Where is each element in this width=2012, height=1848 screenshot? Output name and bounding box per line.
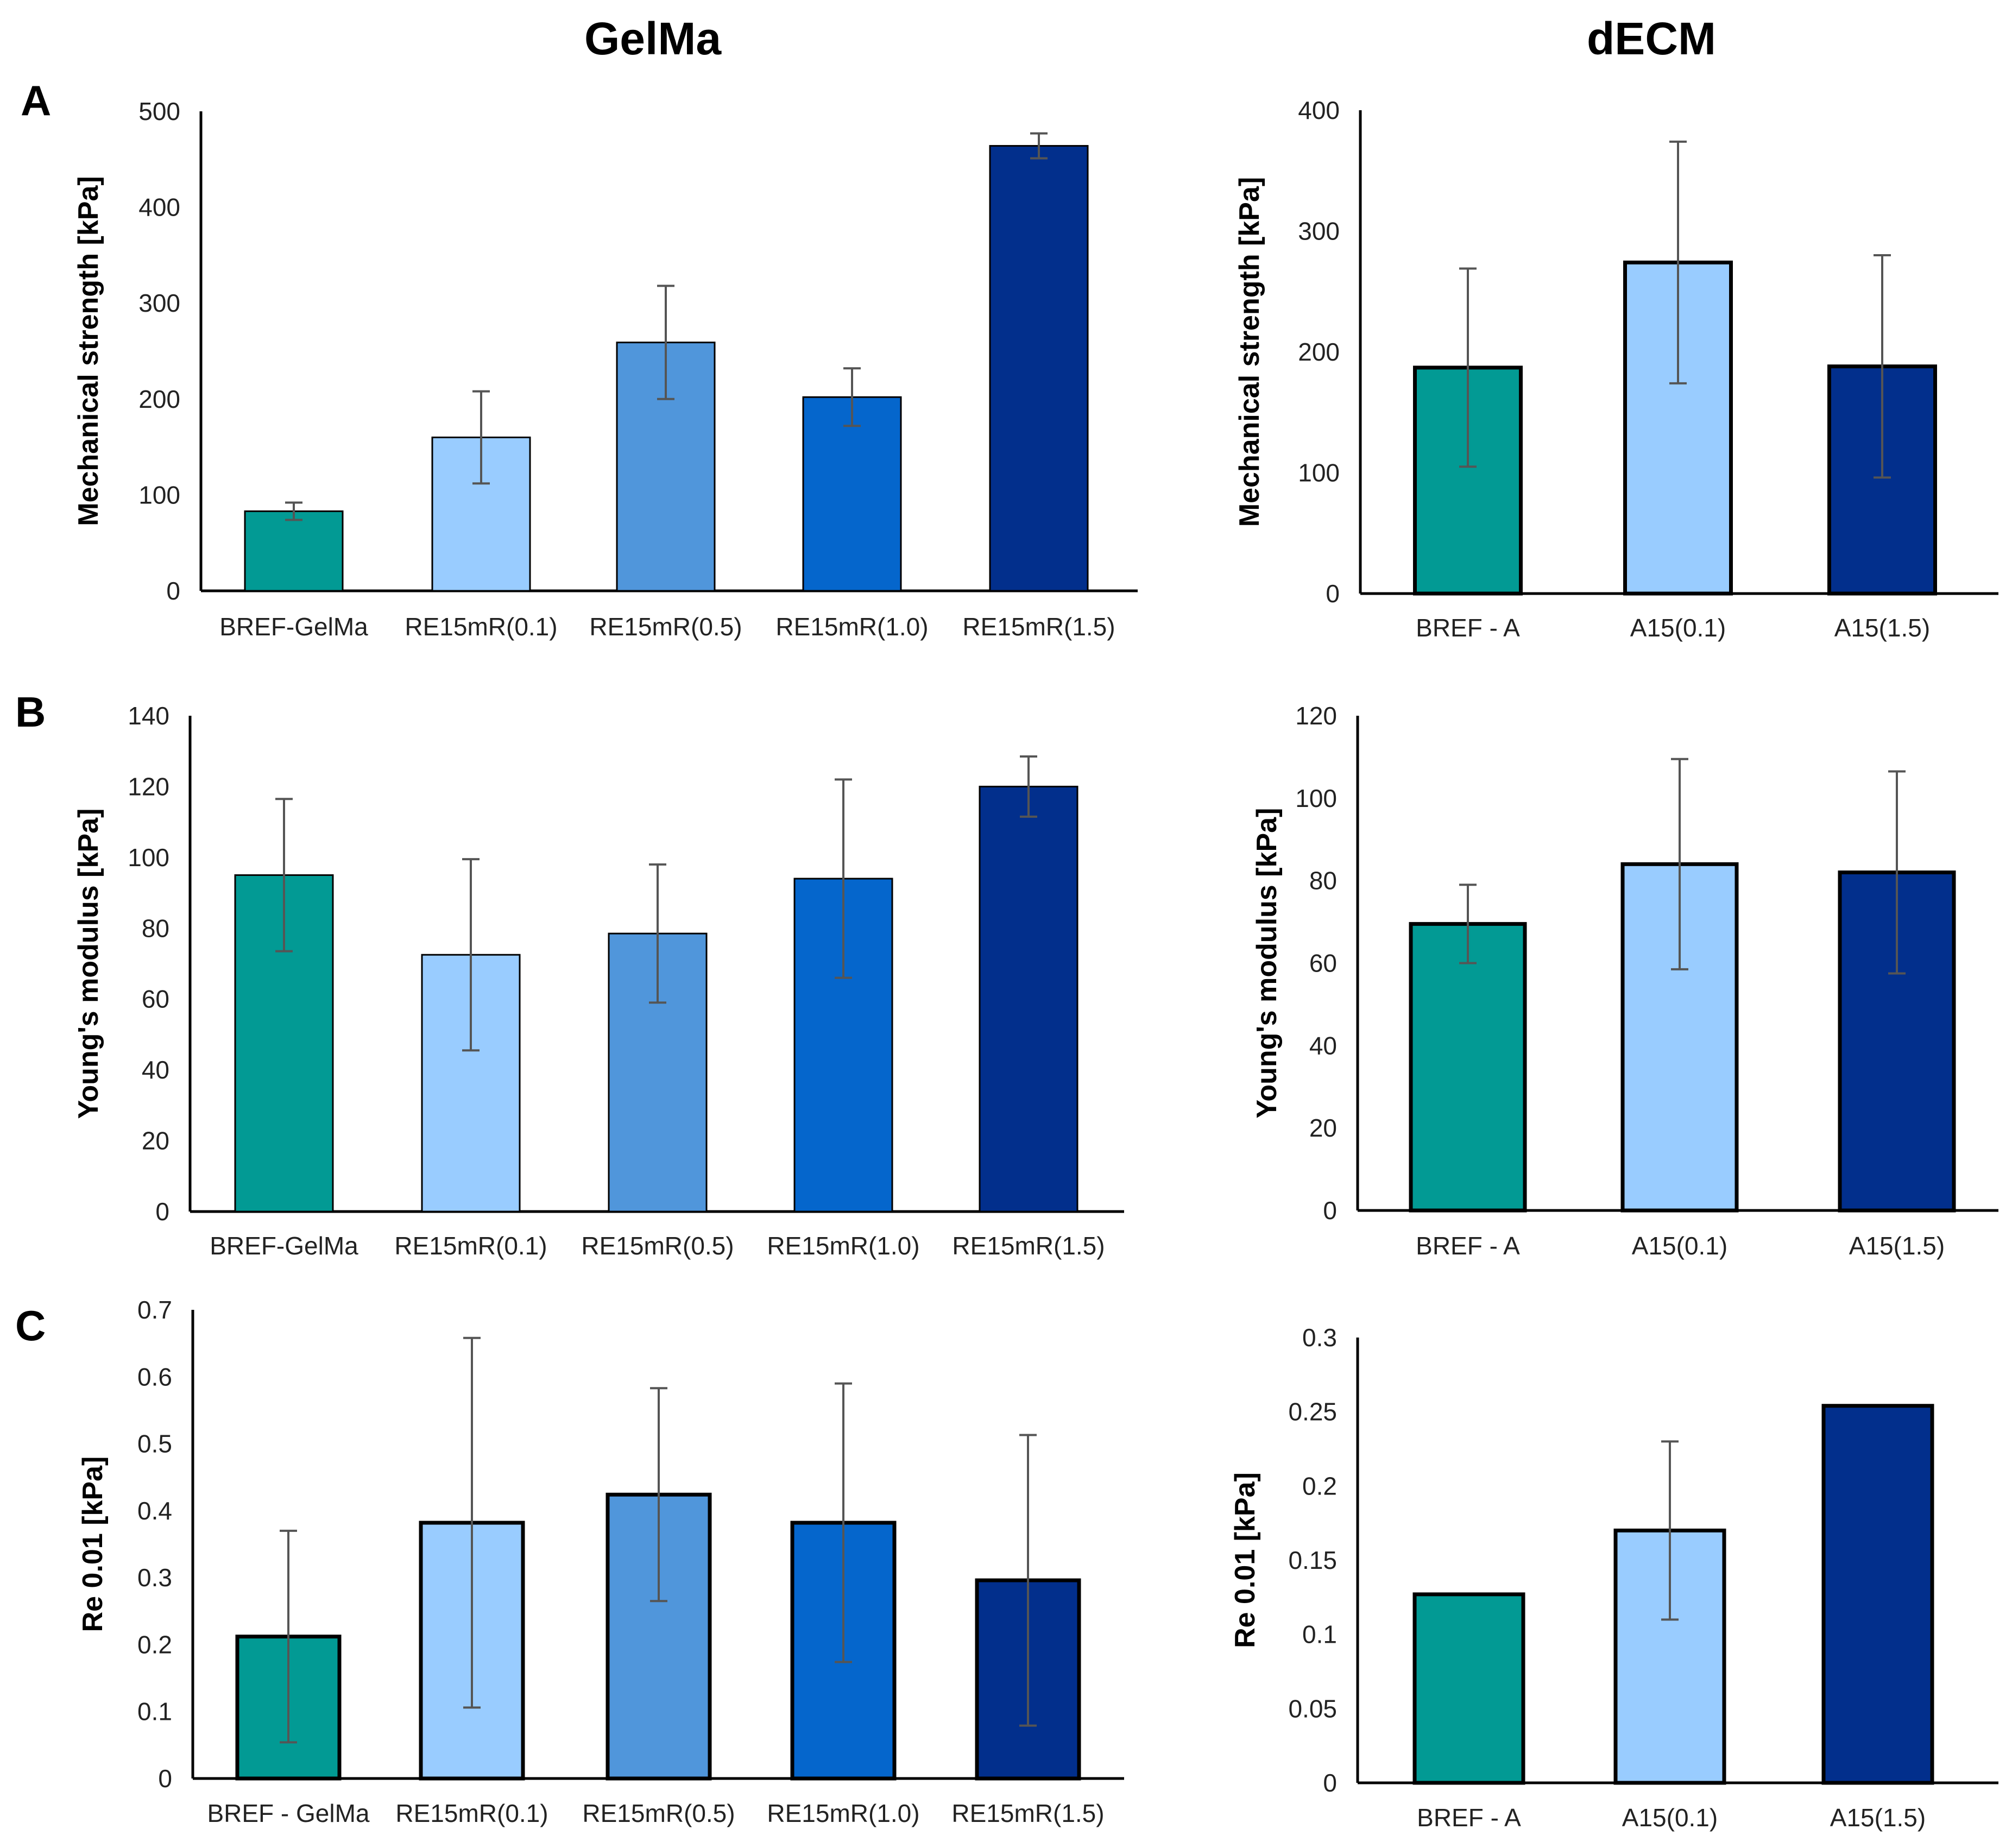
bar-5	[979, 785, 1078, 1213]
panel-letter-c: C	[15, 1302, 46, 1349]
category-label-4: RE15mR(1.0)	[767, 1799, 919, 1827]
y-tick-label: 0.7	[137, 1296, 172, 1324]
y-tick-label: 0.4	[137, 1497, 172, 1525]
category-label-2: RE15mR(0.1)	[394, 1232, 547, 1260]
y-axis-label: Re 0.01 [kPa]	[1229, 1472, 1261, 1648]
category-label-2: A15(0.1)	[1632, 1232, 1727, 1260]
panel-letter-b: B	[15, 688, 46, 736]
y-tick-label: 400	[1298, 96, 1340, 124]
chart-c-decm: 0 0.05 0.1 0.15 0.2 0.25 0.3 Re 0.01 [kPa] BREF …	[1229, 1323, 1998, 1832]
y-tick-label: 120	[128, 772, 169, 800]
y-axis-label: Young's modulus [kPa]	[73, 809, 104, 1119]
bar-5	[989, 145, 1089, 592]
y-tick-label: 20	[1309, 1114, 1337, 1142]
category-label-1: BREF-GelMa	[219, 613, 368, 641]
y-tick-label: 80	[1309, 867, 1337, 895]
chart-b-decm: 0 20 40 60 80 100 120 Young's modulus [kPa] BREF…	[1251, 702, 1998, 1260]
y-tick-label: 0	[1323, 1196, 1337, 1225]
category-label-2: A15(0.1)	[1630, 614, 1726, 642]
category-label-3: A15(1.5)	[1830, 1803, 1926, 1832]
y-axis-label: Young's modulus [kPa]	[1251, 808, 1283, 1119]
y-tick-label: 200	[138, 385, 180, 413]
category-label-5: RE15mR(1.5)	[952, 1232, 1105, 1260]
category-label-3: A15(1.5)	[1834, 614, 1930, 642]
y-tick-label: 0.3	[1302, 1323, 1337, 1352]
y-tick-label: 0	[166, 577, 180, 605]
y-tick-label: 40	[142, 1056, 169, 1084]
y-tick-label: 60	[142, 985, 169, 1013]
y-tick-label: 0.3	[137, 1563, 172, 1592]
category-label-2: A15(0.1)	[1622, 1803, 1718, 1832]
chart-a-gelma: 0 100 200 300 400 500 Mechanical strength [kPa…	[73, 97, 1138, 641]
category-label-5: RE15mR(1.5)	[951, 1799, 1104, 1827]
category-label-5: RE15mR(1.5)	[962, 613, 1115, 641]
y-tick-label: 40	[1309, 1031, 1337, 1059]
y-tick-label: 60	[1309, 949, 1337, 977]
y-tick-label: 0.2	[137, 1630, 172, 1658]
y-tick-label: 0	[1326, 579, 1340, 608]
y-tick-label: 120	[1295, 702, 1337, 730]
y-tick-label: 20	[142, 1127, 169, 1155]
bar-1	[244, 510, 344, 592]
category-label-3: RE15mR(0.5)	[589, 613, 742, 641]
category-label-3: A15(1.5)	[1849, 1232, 1945, 1260]
category-label-4: RE15mR(1.0)	[775, 613, 928, 641]
category-label-2: RE15mR(0.1)	[405, 613, 557, 641]
panel-letter-a: A	[21, 77, 51, 124]
bar-4	[802, 396, 902, 592]
y-tick-label: 100	[128, 843, 169, 872]
bar-1	[1412, 1592, 1525, 1785]
category-label-3: RE15mR(0.5)	[582, 1799, 735, 1827]
y-tick-label: 0	[1323, 1769, 1337, 1797]
y-tick-label: 0.25	[1288, 1398, 1337, 1426]
y-tick-label: 200	[1298, 338, 1340, 366]
y-tick-label: 100	[1295, 784, 1337, 812]
column-title-decm: dECM	[1587, 13, 1716, 64]
y-tick-label: 500	[138, 97, 180, 125]
category-label-1: BREF-GelMa	[210, 1232, 358, 1260]
y-tick-label: 300	[1298, 217, 1340, 245]
y-tick-label: 0.1	[1302, 1620, 1337, 1649]
y-tick-label: 400	[138, 193, 180, 222]
y-axis-label: Mechanical strength [kPa]	[73, 176, 104, 526]
bar-1	[1409, 922, 1527, 1213]
y-tick-label: 0.2	[1302, 1472, 1337, 1500]
y-tick-label: 0.05	[1288, 1694, 1337, 1723]
category-label-1: BREF - A	[1416, 614, 1520, 642]
y-tick-label: 140	[128, 702, 169, 730]
category-label-4: RE15mR(1.0)	[767, 1232, 919, 1260]
category-label-1: BREF - A	[1417, 1803, 1521, 1832]
y-tick-label: 100	[138, 481, 180, 509]
y-tick-label: 0	[155, 1197, 169, 1226]
chart-a-decm: 0 100 200 300 400 Mechanical strength [kPa] BR…	[1234, 96, 1998, 642]
category-label-3: RE15mR(0.5)	[581, 1232, 734, 1260]
bar-3	[1821, 1404, 1934, 1785]
y-axis-label: Mechanical strength [kPa]	[1234, 177, 1265, 527]
chart-b-gelma: 0 20 40 60 80 100 120 140 Young's modulus [kPa] B…	[73, 702, 1124, 1260]
y-axis-label: Re 0.01 [kPa]	[77, 1456, 109, 1632]
chart-c-gelma: 0 0.1 0.2 0.3 0.4 0.5 0.6 0.7 Re 0.01 [kPa] BREF …	[77, 1296, 1124, 1827]
category-label-2: RE15mR(0.1)	[395, 1799, 548, 1827]
y-tick-label: 300	[138, 289, 180, 317]
y-tick-label: 0	[158, 1764, 172, 1793]
y-tick-label: 0.15	[1288, 1546, 1337, 1574]
y-tick-label: 100	[1298, 459, 1340, 487]
y-tick-label: 0.5	[137, 1430, 172, 1458]
y-tick-label: 0.1	[137, 1698, 172, 1726]
category-label-1: BREF - A	[1416, 1232, 1520, 1260]
y-tick-label: 80	[142, 914, 169, 942]
column-title-gelma: GelMa	[584, 13, 722, 64]
y-tick-label: 0.6	[137, 1363, 172, 1391]
category-label-1: BREF - GelMa	[207, 1799, 369, 1827]
